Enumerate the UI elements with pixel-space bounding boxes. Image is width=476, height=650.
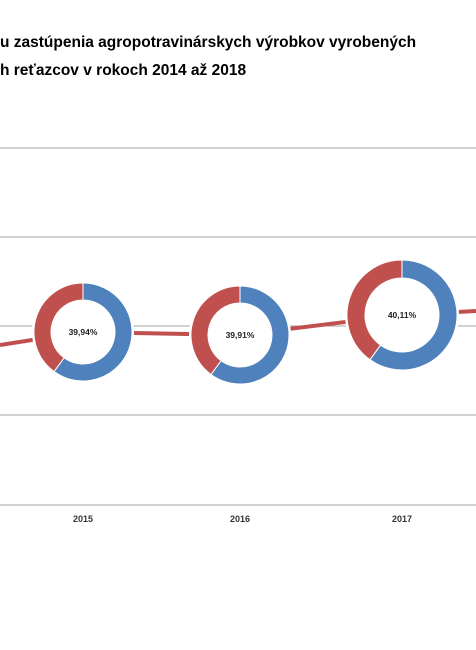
donut-2017 — [345, 258, 459, 372]
x-tick-2016: 2016 — [230, 514, 250, 524]
x-tick-2017: 2017 — [392, 514, 412, 524]
donut-markers: 39,94% 39,91% 40,11% — [32, 258, 459, 386]
data-label-2017: 40,11% — [388, 310, 417, 320]
tick-labels: 2015 2016 2017 — [73, 514, 412, 524]
donut-slice-share — [346, 259, 403, 361]
donut-hole — [208, 303, 272, 367]
donut-2015 — [32, 281, 134, 383]
donut-2016 — [189, 284, 291, 386]
data-label-2015: 39,94% — [69, 327, 98, 337]
chart-title-line-2: h reťazcov v rokoch 2014 až 2018 — [0, 62, 247, 79]
x-tick-2015: 2015 — [73, 514, 93, 524]
donut-hole — [51, 300, 115, 364]
donut-hole — [365, 278, 439, 352]
data-label-2016: 39,91% — [226, 330, 255, 340]
chart-title-line-1: u zastúpenia agropotravinárskych výrobko… — [0, 34, 417, 51]
